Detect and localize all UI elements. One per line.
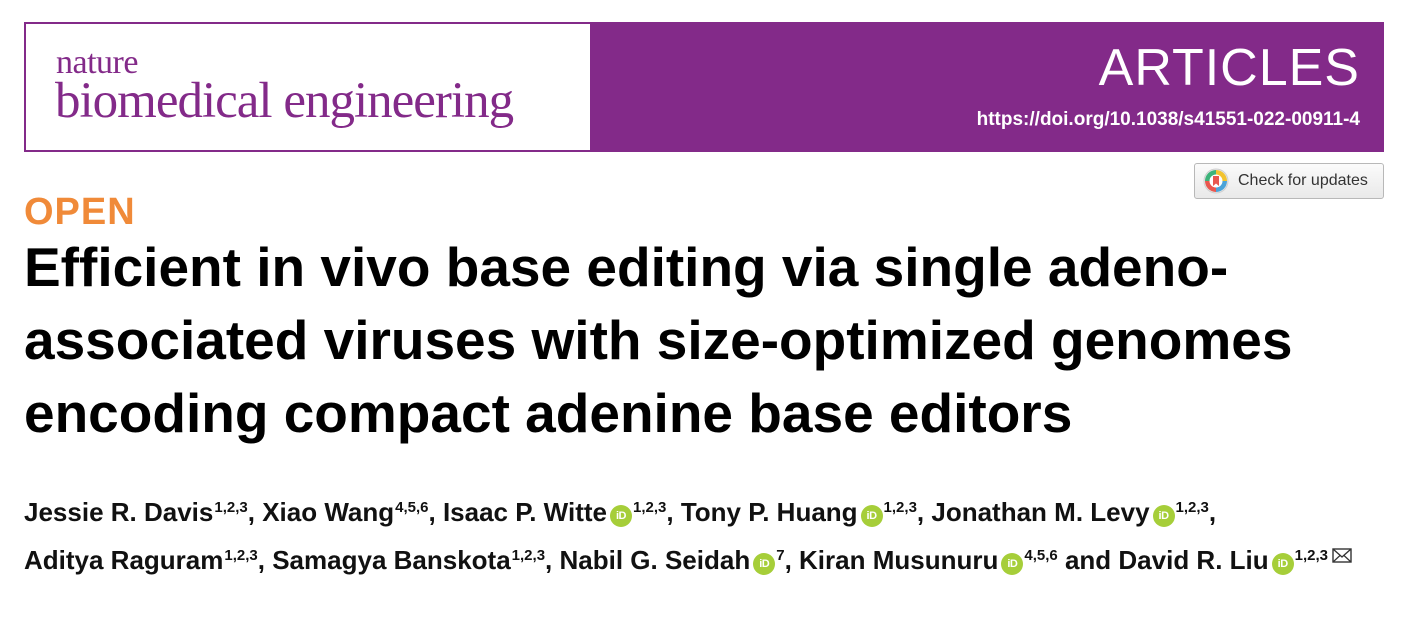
author[interactable]: David R. Liu iD 1,2,3	[1118, 545, 1352, 575]
author[interactable]: Isaac P. Witte iD 1,2,3	[443, 497, 666, 527]
check-for-updates-label: Check for updates	[1238, 172, 1368, 189]
affiliation-sup: 1,2,3	[1294, 547, 1329, 564]
affiliation-sup: 1,2,3	[224, 547, 258, 564]
author-name: Kiran Musunuru	[799, 545, 999, 575]
author-separator: ,	[247, 497, 263, 527]
orcid-icon[interactable]: iD	[860, 505, 883, 527]
author[interactable]: Tony P. Huang iD 1,2,3	[681, 497, 917, 527]
author-name: Xiao Wang	[262, 497, 395, 527]
article-title: Efficient in vivo base editing via singl…	[24, 236, 1293, 444]
author-separator: ,	[428, 497, 443, 527]
author-separator: ,	[257, 545, 273, 575]
orcid-icon[interactable]: iD	[610, 505, 632, 527]
journal-name-main: biomedical engineering	[55, 73, 514, 129]
author[interactable]: Samagya Banskota1,2,3	[272, 545, 545, 575]
author-separator: and	[1057, 545, 1119, 575]
author-name: Samagya Banskota	[272, 545, 511, 575]
author-name: Nabil G. Seidah	[559, 545, 751, 575]
author-separator: ,	[784, 545, 800, 575]
affiliation-sup: 1,2,3	[1175, 499, 1209, 516]
author-name: Aditya Raguram	[24, 545, 224, 575]
author[interactable]: Aditya Raguram1,2,3	[24, 545, 258, 575]
author-name: Jonathan M. Levy	[931, 497, 1150, 527]
author-name: David R. Liu	[1118, 545, 1269, 575]
affiliation-sup: 1,2,3	[511, 547, 546, 564]
author[interactable]: Jessie R. Davis1,2,3	[24, 497, 248, 527]
doi-link[interactable]: https://doi.org/10.1038/s41551-022-00911…	[976, 109, 1360, 130]
mail-icon[interactable]	[1332, 548, 1352, 563]
author-name: Jessie R. Davis	[24, 497, 214, 527]
author[interactable]: Kiran Musunuru iD 4,5,6	[799, 545, 1058, 575]
orcid-icon[interactable]: iD	[1152, 505, 1175, 527]
author-name: Tony P. Huang	[680, 497, 858, 527]
section-label: ARTICLES	[1098, 39, 1360, 97]
author-list: Jessie R. Davis1,2,3, Xiao Wang4,5,6, Is…	[24, 486, 1394, 582]
orcid-icon[interactable]: iD	[1271, 553, 1294, 575]
author-separator: ,	[916, 497, 932, 527]
affiliation-sup: 4,5,6	[1024, 547, 1058, 564]
check-for-updates-button[interactable]: Check for updates	[1194, 163, 1384, 199]
open-access-label: OPEN	[24, 191, 136, 233]
journal-name-small: nature	[56, 44, 138, 81]
affiliation-sup: 1,2,3	[883, 499, 917, 516]
author-separator: ,	[545, 545, 560, 575]
author[interactable]: Jonathan M. Levy iD 1,2,3	[931, 497, 1209, 527]
affiliation-sup: 7	[776, 547, 785, 564]
orcid-icon[interactable]: iD	[1001, 553, 1024, 575]
author-separator: ,	[1208, 497, 1217, 527]
affiliation-sup: 1,2,3	[214, 499, 248, 516]
author[interactable]: Nabil G. Seidah iD 7	[560, 545, 785, 575]
affiliation-sup: 1,2,3	[633, 499, 667, 516]
orcid-icon[interactable]: iD	[753, 553, 776, 575]
author-separator: ,	[666, 497, 681, 527]
affiliation-sup: 4,5,6	[395, 499, 429, 516]
journal-logo[interactable]: nature biomedical engineering	[26, 24, 590, 150]
crossmark-icon	[1203, 168, 1229, 194]
journal-banner: nature biomedical engineering ARTICLES h…	[24, 22, 1384, 152]
author[interactable]: Xiao Wang4,5,6	[262, 497, 428, 527]
author-name: Isaac P. Witte	[442, 497, 607, 527]
